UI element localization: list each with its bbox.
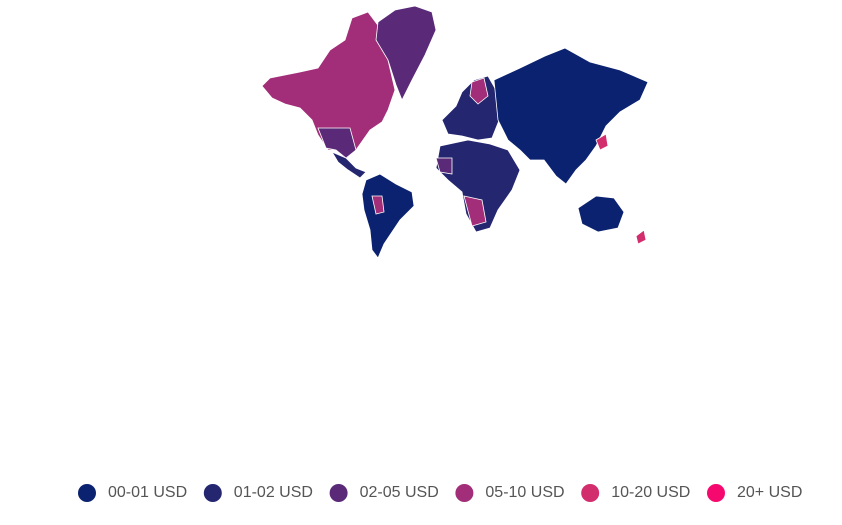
legend-label[interactable]: 01-02 USD — [234, 484, 313, 501]
legend-marker[interactable] — [707, 484, 725, 502]
region — [317, 127, 357, 159]
region — [361, 173, 415, 259]
region — [331, 151, 367, 179]
region — [469, 77, 489, 105]
region — [435, 139, 521, 233]
region — [463, 195, 487, 227]
region — [595, 133, 609, 151]
region — [371, 195, 385, 215]
region — [435, 157, 453, 175]
legend-label[interactable]: 00-01 USD — [108, 484, 187, 501]
region — [375, 5, 437, 101]
region — [577, 195, 625, 233]
world-map — [261, 5, 649, 259]
region — [261, 11, 396, 161]
legend: 00-01 USD 01-02 USD 02-05 USD 05-10 USD 10-2… — [78, 484, 802, 502]
legend-marker[interactable] — [78, 484, 96, 502]
region — [441, 75, 501, 141]
legend-label[interactable]: 02-05 USD — [360, 484, 439, 501]
legend-marker[interactable] — [455, 484, 474, 502]
legend-label[interactable]: 20+ USD — [737, 484, 802, 501]
legend-label[interactable]: 10-20 USD — [611, 484, 690, 501]
legend-label[interactable]: 05-10 USD — [485, 484, 564, 501]
region — [493, 47, 649, 185]
region — [635, 229, 647, 245]
legend-marker[interactable] — [581, 484, 600, 502]
legend-marker[interactable] — [203, 484, 222, 502]
legend-marker[interactable] — [329, 484, 348, 502]
